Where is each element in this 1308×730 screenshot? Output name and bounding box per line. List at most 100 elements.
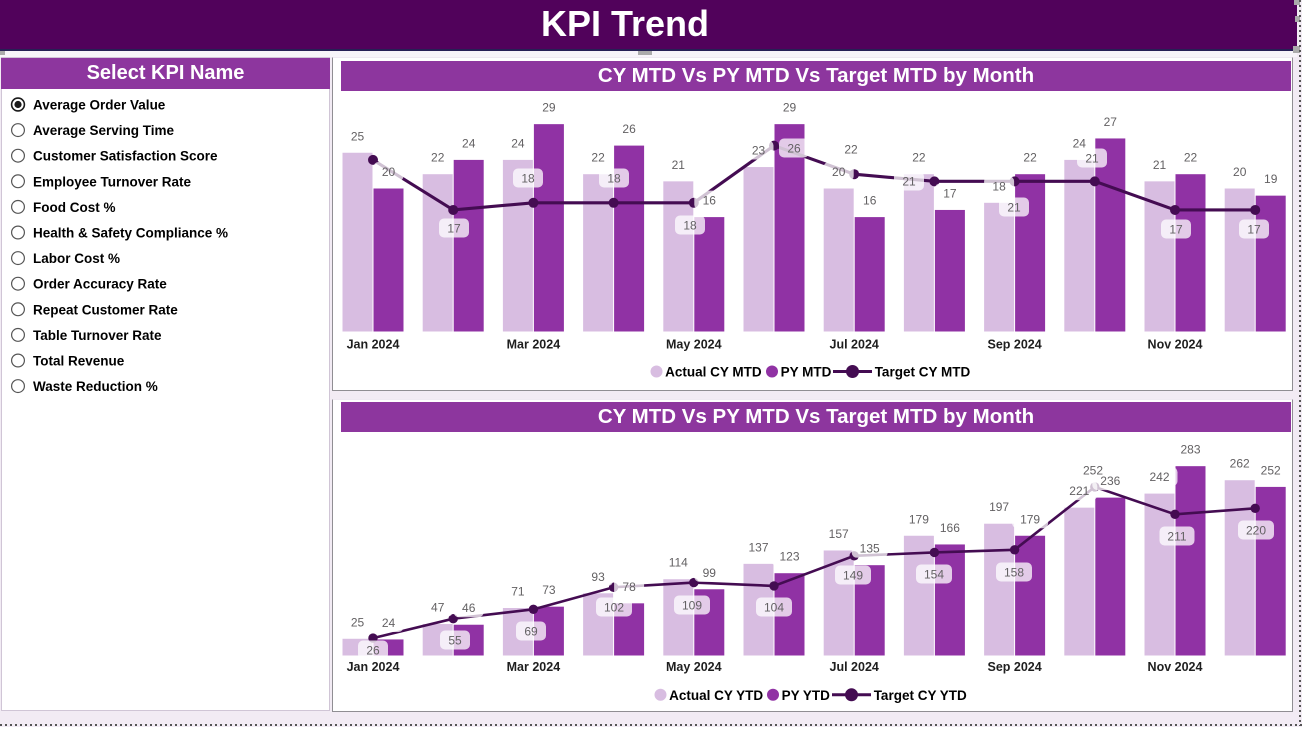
svg-text:18: 18 (607, 172, 621, 186)
svg-text:99: 99 (703, 566, 717, 580)
svg-text:25: 25 (351, 615, 365, 629)
svg-text:Jul 2024: Jul 2024 (830, 338, 879, 352)
svg-text:Target CY MTD: Target CY MTD (875, 365, 971, 380)
svg-text:158: 158 (1004, 566, 1024, 580)
svg-text:22: 22 (591, 151, 605, 165)
svg-text:26: 26 (622, 122, 636, 136)
svg-text:22: 22 (1023, 151, 1037, 165)
svg-text:55: 55 (448, 634, 462, 648)
svg-text:26: 26 (787, 142, 801, 156)
svg-text:23: 23 (752, 144, 766, 158)
svg-text:197: 197 (989, 500, 1009, 514)
svg-text:24: 24 (1073, 136, 1087, 150)
svg-text:46: 46 (462, 601, 476, 615)
svg-text:102: 102 (604, 601, 624, 615)
svg-text:17: 17 (1169, 223, 1183, 237)
svg-text:242: 242 (1149, 470, 1169, 484)
svg-text:211: 211 (1167, 530, 1186, 544)
svg-text:Customer Satisfaction Score: Customer Satisfaction Score (33, 149, 218, 164)
svg-text:Employee Turnover Rate: Employee Turnover Rate (33, 174, 192, 189)
svg-text:Food Cost %: Food Cost % (33, 200, 116, 215)
svg-text:179: 179 (909, 512, 929, 526)
svg-text:73: 73 (542, 583, 556, 597)
svg-text:21: 21 (1153, 158, 1167, 172)
svg-text:Mar 2024: Mar 2024 (507, 660, 561, 674)
svg-text:Nov 2024: Nov 2024 (1148, 660, 1203, 674)
svg-text:Jan 2024: Jan 2024 (347, 660, 400, 674)
svg-text:137: 137 (748, 540, 768, 554)
svg-text:Table Turnover Rate: Table Turnover Rate (33, 328, 162, 343)
svg-text:May 2024: May 2024 (666, 660, 722, 674)
svg-text:93: 93 (591, 570, 605, 584)
svg-text:78: 78 (622, 580, 636, 594)
svg-text:18: 18 (521, 172, 535, 186)
svg-text:26: 26 (366, 644, 380, 658)
svg-text:Average Serving Time: Average Serving Time (33, 123, 175, 138)
svg-text:21: 21 (902, 175, 916, 189)
svg-text:69: 69 (524, 625, 538, 639)
svg-text:Jul 2024: Jul 2024 (830, 660, 879, 674)
svg-text:236: 236 (1100, 474, 1120, 488)
svg-text:Repeat Customer Rate: Repeat Customer Rate (33, 302, 178, 317)
svg-text:283: 283 (1180, 443, 1200, 457)
svg-text:18: 18 (683, 219, 697, 233)
svg-text:71: 71 (511, 585, 525, 599)
svg-text:21: 21 (1085, 152, 1099, 166)
svg-text:22: 22 (431, 151, 445, 165)
svg-text:Total Revenue: Total Revenue (33, 354, 125, 369)
svg-text:29: 29 (542, 101, 556, 115)
svg-text:157: 157 (829, 527, 849, 541)
svg-text:149: 149 (843, 569, 863, 583)
svg-text:22: 22 (1184, 151, 1198, 165)
svg-text:20: 20 (832, 165, 846, 179)
svg-text:19: 19 (1264, 172, 1278, 186)
svg-text:24: 24 (462, 136, 476, 150)
svg-text:179: 179 (1020, 512, 1040, 526)
svg-text:252: 252 (1083, 464, 1103, 478)
svg-text:21: 21 (1007, 201, 1021, 215)
svg-text:47: 47 (431, 601, 445, 615)
svg-text:252: 252 (1261, 463, 1281, 477)
svg-text:Jan 2024: Jan 2024 (347, 338, 400, 352)
svg-text:166: 166 (940, 521, 960, 535)
svg-text:Sep 2024: Sep 2024 (987, 660, 1041, 674)
svg-text:16: 16 (703, 194, 717, 208)
svg-text:25: 25 (351, 129, 365, 143)
svg-text:Average Order Value: Average Order Value (33, 98, 166, 113)
svg-text:20: 20 (1233, 165, 1247, 179)
svg-text:109: 109 (682, 599, 702, 613)
svg-text:May 2024: May 2024 (666, 338, 722, 352)
svg-text:262: 262 (1230, 457, 1250, 471)
svg-text:123: 123 (779, 550, 799, 564)
svg-text:PY YTD: PY YTD (782, 688, 831, 703)
svg-text:22: 22 (844, 143, 858, 157)
svg-text:17: 17 (943, 186, 957, 200)
svg-text:Labor Cost %: Labor Cost % (33, 251, 120, 266)
svg-text:Mar 2024: Mar 2024 (507, 338, 561, 352)
svg-text:114: 114 (669, 556, 688, 570)
svg-text:104: 104 (764, 601, 784, 615)
svg-text:29: 29 (783, 101, 797, 115)
svg-text:Order Accuracy Rate: Order Accuracy Rate (33, 277, 167, 292)
svg-text:Health & Safety Compliance %: Health & Safety Compliance % (33, 226, 228, 241)
svg-text:Sep 2024: Sep 2024 (987, 338, 1041, 352)
svg-text:22: 22 (912, 151, 926, 165)
svg-text:20: 20 (382, 165, 396, 179)
svg-text:Waste Reduction %: Waste Reduction % (33, 379, 158, 394)
svg-text:Actual CY YTD: Actual CY YTD (669, 688, 763, 703)
svg-text:24: 24 (382, 616, 396, 630)
svg-text:154: 154 (924, 568, 944, 582)
svg-text:21: 21 (672, 158, 686, 172)
svg-text:220: 220 (1246, 524, 1266, 538)
svg-text:24: 24 (511, 136, 525, 150)
svg-text:221: 221 (1069, 484, 1089, 498)
svg-text:135: 135 (860, 542, 880, 556)
svg-text:Actual CY MTD: Actual CY MTD (665, 365, 762, 380)
svg-text:16: 16 (863, 194, 877, 208)
svg-text:Target CY YTD: Target CY YTD (874, 688, 967, 703)
svg-text:PY MTD: PY MTD (781, 365, 832, 380)
svg-text:Nov 2024: Nov 2024 (1148, 338, 1203, 352)
svg-text:18: 18 (992, 179, 1006, 193)
svg-text:17: 17 (447, 222, 461, 236)
svg-text:27: 27 (1104, 115, 1118, 129)
